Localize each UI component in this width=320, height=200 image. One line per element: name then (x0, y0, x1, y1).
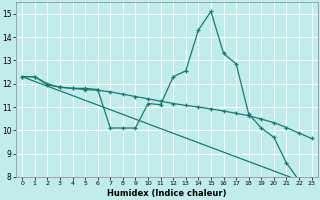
X-axis label: Humidex (Indice chaleur): Humidex (Indice chaleur) (107, 189, 227, 198)
